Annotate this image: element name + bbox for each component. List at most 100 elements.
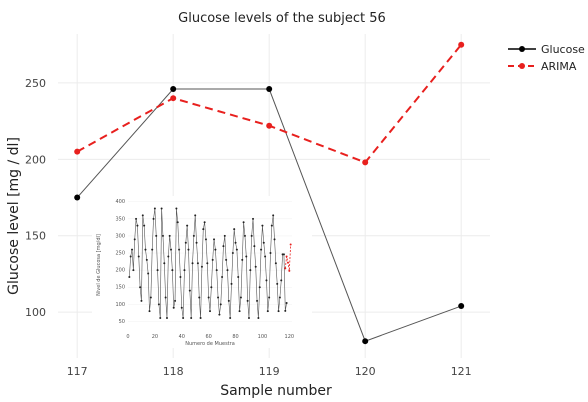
inset-point-glucose [276,282,279,285]
inset-point-glucose [274,262,277,265]
inset-point-glucose [273,238,276,241]
inset-point-glucose [182,317,185,320]
legend-label-arima: ARIMA [541,60,577,73]
inset-point-glucose [144,248,147,251]
inset-point-glucose [277,310,280,313]
inset-point-glucose [265,279,268,282]
inset-point-glucose [186,224,189,227]
inset-point-glucose [264,255,267,258]
legend[interactable]: Glucose ARIMA [508,43,585,73]
inset-y-tick-label: 200 [115,268,125,274]
x-tick-label: 119 [259,365,280,378]
inset-point-glucose [143,224,146,227]
inset-x-tick-label: 120 [285,334,295,340]
inset-y-tick-label: 400 [115,199,125,205]
inset-point-glucose [238,310,241,313]
inset-point-glucose [252,217,255,220]
inset-y-tick-label: 300 [115,233,125,239]
inset-x-tick-label: 20 [152,334,158,340]
data-point-glucose [170,86,177,93]
inset-chart: 50 100 150 200 250 300 350 400 0 20 40 60 80 100 120 Nu… [92,196,312,348]
inset-point-glucose [282,253,285,256]
inset-point-glucose [260,248,263,251]
data-point-arima [362,159,369,166]
inset-point-glucose [148,310,151,313]
inset-point-glucose [152,217,155,220]
inset-point-glucose [157,303,160,306]
inset-point-glucose [151,248,154,251]
inset-x-tick-label: 40 [179,334,185,340]
inset-point-glucose [210,286,213,289]
inset-y-tick-label: 100 [115,302,125,308]
inset-point-glucose [170,248,173,251]
inset-point-glucose [249,269,252,272]
data-point-glucose [458,303,465,310]
inset-point-glucose [284,309,287,312]
legend-item-arima[interactable]: ARIMA [508,60,577,73]
inset-point-glucose [168,234,171,237]
inset-point-glucose [128,275,131,278]
inset-point-glucose [230,282,233,285]
inset-point-glucose [203,221,206,224]
inset-point-glucose [136,224,139,227]
inset-point-glucose [187,248,190,251]
inset-point-glucose [164,296,167,299]
inset-point-glucose [206,262,209,265]
inset-point-glucose [175,207,178,210]
y-tick-label: 150 [25,230,46,243]
inset-point-glucose [217,296,220,299]
inset-point-glucose [159,317,162,320]
x-tick-label: 120 [355,365,376,378]
inset-point-glucose [207,296,210,299]
y-axis-title: Glucose level [mg / dl] [6,137,22,295]
inset-point-glucose [153,207,156,210]
inset-point-glucose [184,241,187,244]
inset-point-glucose [253,245,256,248]
inset-point-glucose [245,255,248,258]
inset-point-glucose [261,224,264,227]
inset-point-glucose [262,241,265,244]
inset-point-glucose [223,234,226,237]
inset-x-tick-label: 80 [232,334,238,340]
legend-marker-glucose [519,46,525,52]
inset-point-glucose [214,248,217,251]
inset-point-glucose [266,310,269,313]
inset-series-glucose-line [129,208,287,319]
inset-point-glucose [132,269,135,272]
inset-point-glucose [192,234,195,237]
inset-point-glucose [174,299,177,302]
inset-point-glucose [241,258,244,261]
inset-point-glucose [129,255,132,258]
inset-point-glucose [171,269,174,272]
inset-y-tick-label: 250 [115,251,125,257]
inset-point-arima [284,267,287,270]
inset-point-glucose [163,262,166,265]
inset-point-glucose [246,299,249,302]
inset-point-glucose [198,296,201,299]
series-layer [74,41,465,345]
inset-point-glucose [231,252,234,255]
chart-title: Glucose levels of the subject 56 [178,11,386,26]
inset-point-glucose [195,241,198,244]
inset-point-glucose [269,252,272,255]
inset-point-glucose [202,228,205,231]
legend-item-glucose[interactable]: Glucose [508,43,585,56]
inset-point-glucose [226,269,229,272]
x-axis-title: Sample number [220,383,332,399]
data-point-arima [74,148,81,155]
x-tick-label: 118 [163,365,184,378]
inset-point-glucose [183,269,186,272]
inset-point-glucose [140,299,143,302]
inset-point-glucose [209,310,211,313]
inset-point-glucose [196,262,199,265]
inset-point-glucose [161,234,164,237]
y-tick-label: 200 [25,153,46,166]
inset-point-glucose [165,317,168,320]
inset-point-glucose [180,306,183,309]
inset-point-glucose [215,269,218,272]
inset-point-glucose [235,248,238,251]
inset-point-glucose [137,255,140,258]
inset-point-glucose [176,221,179,224]
